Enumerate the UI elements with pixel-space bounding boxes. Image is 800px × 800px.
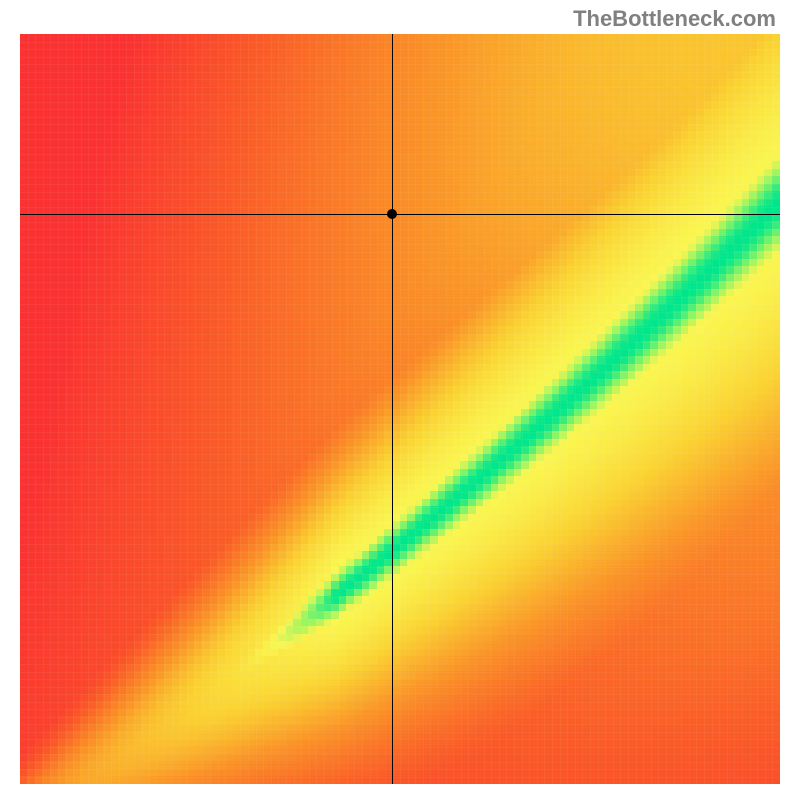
bottleneck-heatmap	[20, 34, 780, 784]
attribution-text: TheBottleneck.com	[573, 6, 776, 32]
heatmap-canvas	[20, 34, 780, 784]
